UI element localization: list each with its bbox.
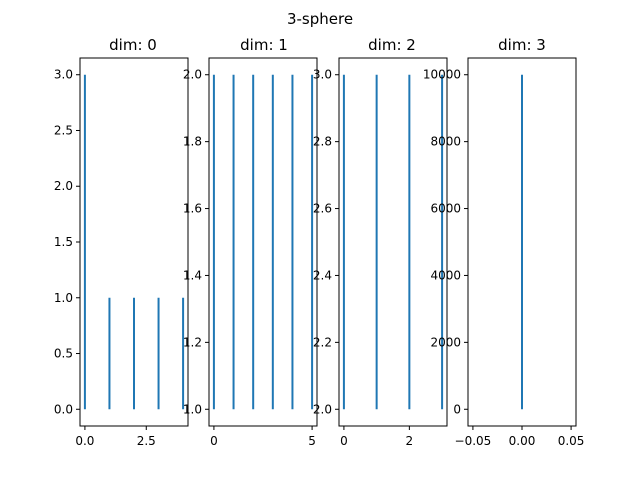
y-tick-label: 4000	[430, 268, 461, 282]
x-tick-label: 5	[308, 434, 316, 448]
y-tick-label: 3.0	[54, 68, 73, 82]
axes-frame	[338, 57, 448, 427]
subplot-dim-0: dim: 0 0.0 0.5 1.0 1.5 2.0 2.5 3.0 0.0 2.5	[54, 36, 189, 448]
axes-frame	[467, 57, 577, 427]
y-tick-label: 1.0	[54, 291, 73, 305]
axes-frame	[208, 57, 318, 427]
x-tick-label: −0.05	[455, 434, 492, 448]
y-tick-label: 2.5	[54, 123, 73, 137]
y-tick-label: 0.5	[54, 347, 73, 361]
y-tick-label: 8000	[430, 135, 461, 149]
subplot-title: dim: 0	[109, 36, 157, 54]
y-tick-label: 0	[453, 402, 461, 416]
y-tick-label: 6000	[430, 202, 461, 216]
figure-title: 3-sphere	[287, 10, 353, 28]
y-tick-label: 1.0	[183, 402, 202, 416]
x-tick-label: 0	[340, 434, 348, 448]
y-tick-label: 1.6	[183, 202, 202, 216]
y-tick-label: 2000	[430, 335, 461, 349]
y-tick-label: 2.8	[313, 135, 332, 149]
x-tick-label: 0.0	[75, 434, 94, 448]
subplot-title: dim: 3	[498, 36, 546, 54]
x-tick-label: 2.5	[137, 434, 156, 448]
axes-frame	[79, 57, 189, 427]
subplot-title: dim: 1	[240, 36, 288, 54]
x-tick-label: 0	[210, 434, 218, 448]
x-tick-label: 0.05	[558, 434, 585, 448]
y-tick-label: 1.8	[183, 135, 202, 149]
subplot-title: dim: 2	[368, 36, 416, 54]
y-tick-label: 2.2	[313, 335, 332, 349]
x-tick-label: 0.00	[509, 434, 536, 448]
y-tick-label: 0.0	[54, 402, 73, 416]
x-tick-label: 2	[406, 434, 414, 448]
y-tick-label: 2.6	[313, 202, 332, 216]
subplot-dim-3: dim: 3 0 2000 4000 6000 8000 10000 −0.05 0.00 0.…	[423, 36, 585, 448]
subplot-dim-2: dim: 2 2.0 2.2 2.4 2.6 2.8 3.0 0 2	[313, 36, 448, 448]
y-tick-label: 2.0	[313, 402, 332, 416]
y-tick-label: 2.0	[183, 68, 202, 82]
y-tick-label: 1.2	[183, 335, 202, 349]
y-tick-label: 2.0	[54, 179, 73, 193]
y-tick-label: 10000	[423, 68, 461, 82]
y-tick-label: 2.4	[313, 268, 332, 282]
y-tick-label: 1.5	[54, 235, 73, 249]
y-tick-label: 3.0	[313, 68, 332, 82]
y-tick-label: 1.4	[183, 268, 202, 282]
subplot-dim-1: dim: 1 1.0 1.2 1.4 1.6 1.8 2.0 0 5	[183, 36, 318, 448]
